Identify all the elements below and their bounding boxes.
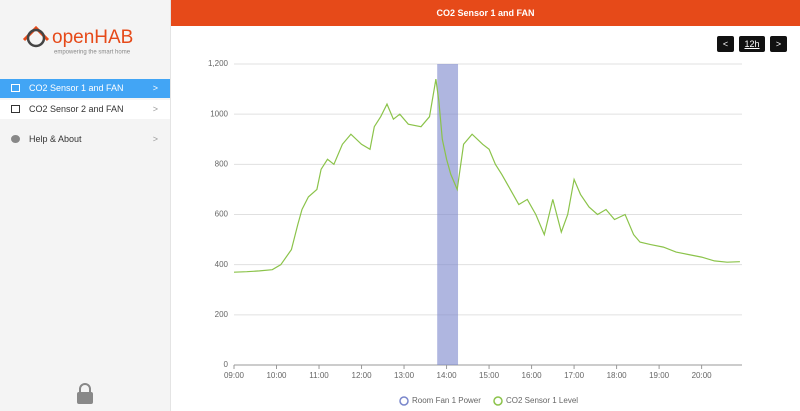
legend-label: CO2 Sensor 1 Level	[506, 396, 578, 405]
y-tick-label: 1000	[210, 109, 228, 118]
chevron: >	[152, 104, 158, 114]
nav-icon	[11, 105, 20, 113]
x-tick-label: 11:00	[309, 371, 329, 380]
x-tick-label: 20:00	[692, 371, 713, 380]
header: CO2 Sensor 1 and FAN	[171, 0, 800, 26]
next-button[interactable]: >	[770, 36, 787, 52]
x-tick-label: 15:00	[479, 371, 500, 380]
nav-icon	[11, 84, 20, 92]
fan-on-band	[437, 64, 459, 365]
x-tick-label: 17:00	[564, 371, 585, 380]
chart: 0 200 400 600 800 1000 1,200 09:00 10:00 11:00 12:…	[208, 59, 742, 406]
prev-button[interactable]: <	[717, 36, 734, 52]
legend-entry[interactable]: Room Fan 1 Power	[399, 396, 481, 406]
x-tick-label: 14:00	[437, 371, 458, 380]
nav-label: CO2 Sensor 1 and FAN	[29, 83, 124, 93]
sidebar: openHAB empowering the smart home CO2 Se…	[0, 0, 171, 411]
legend-marker	[399, 396, 409, 406]
logo: openHAB empowering the smart home	[22, 25, 133, 56]
logo-tagline: empowering the smart home	[54, 50, 131, 56]
nav-label: CO2 Sensor 2 and FAN	[29, 104, 124, 114]
co2-line	[233, 78, 740, 273]
y-tick-label: 0	[224, 360, 229, 369]
x-tick-label: 18:00	[607, 371, 628, 380]
y-tick-label: 400	[215, 260, 229, 269]
x-tick-label: 13:00	[394, 371, 415, 380]
y-tick-label: 200	[215, 310, 229, 319]
x-tick-label: 12:00	[352, 371, 373, 380]
nav-icon	[11, 135, 20, 143]
legend-label: Room Fan 1 Power	[412, 396, 481, 405]
y-tick-label: 600	[215, 210, 229, 219]
legend-entry[interactable]: CO2 Sensor 1 Level	[493, 396, 578, 406]
chevron: >	[152, 83, 158, 93]
x-tick-label: 09:00	[224, 371, 245, 380]
nav-item[interactable]: Help & About >	[0, 130, 170, 149]
logo-circle	[26, 28, 46, 48]
nav-label: Help & About	[29, 134, 82, 144]
legend-marker	[493, 396, 503, 406]
nav-item[interactable]: CO2 Sensor 1 and FAN >	[0, 79, 170, 98]
y-tick-label: 800	[215, 159, 229, 168]
lock-icon[interactable]	[75, 383, 95, 405]
period-button[interactable]: 12h	[739, 36, 765, 52]
logo-name: openHAB	[52, 27, 133, 48]
nav-item[interactable]: CO2 Sensor 2 and FAN >	[0, 100, 170, 119]
x-tick-label: 10:00	[266, 371, 287, 380]
chevron: >	[152, 134, 158, 144]
y-tick-label: 1,200	[208, 59, 229, 68]
x-tick-label: 19:00	[649, 371, 670, 380]
x-tick-label: 16:00	[522, 371, 543, 380]
